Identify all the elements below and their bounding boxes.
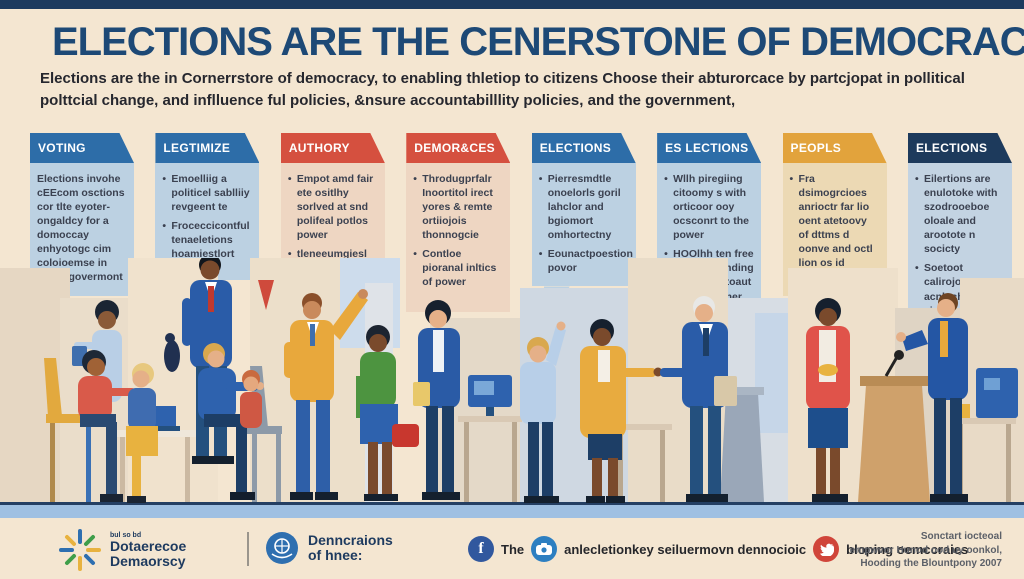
- logo-tagline: bul so bd: [110, 531, 142, 539]
- person-seated-blond-man: [198, 343, 264, 500]
- twitter-bird-icon: [813, 536, 840, 562]
- column-text: Pierresmdtle onoelorls goril lahclor and…: [539, 172, 629, 242]
- microphone-icon: [894, 350, 904, 360]
- page-subtitle: Elections are the in Cornerrstore of dem…: [40, 68, 990, 112]
- handshake-table: [612, 424, 672, 502]
- person-blue-blazer-woman: [413, 300, 460, 500]
- column-text: Wllh piregiing citoomy s with orticoor o…: [664, 172, 754, 242]
- column-text: Elections invohe cEEcom osctions cor tlt…: [37, 173, 125, 284]
- column-text: Eounactpoestion povor: [539, 247, 633, 275]
- column-text: Contloe pioranal inltics of power: [413, 247, 503, 289]
- emblem-line-2: of hnee:: [308, 547, 363, 563]
- logo-line-1: Dotaerecoe: [110, 537, 187, 554]
- credits-line-1: Sonctart iocteoal: [920, 531, 1002, 542]
- tablet: [976, 368, 1018, 418]
- person-child-redhead: [240, 370, 262, 428]
- column-header: LEGTIMIZE: [155, 133, 260, 163]
- column-elections-1: ELECTIONS Pierresmdtle onoelorls goril l…: [531, 133, 636, 397]
- social-row: f The anlecletionkey seiluermovn dennoci…: [468, 536, 968, 562]
- social-label-2: anlecletionkey seiluermovn dennocioic: [564, 541, 807, 557]
- red-briefcase: [392, 424, 419, 447]
- starburst-icon: [59, 529, 101, 571]
- person-waving-yellow-man: [284, 289, 368, 500]
- column-text: Fra dsimogrcioes anrioctr far lio oent a…: [790, 172, 880, 285]
- yellow-chair: [44, 358, 94, 502]
- red-pennant: [258, 280, 274, 310]
- emblem-line-1: Denncraions: [308, 532, 393, 549]
- column-text: Empot amd fair ete ositlhy sorlved at sn…: [288, 172, 378, 242]
- column-header: VOTING: [30, 133, 134, 163]
- column-header: PEOPLS: [782, 133, 887, 163]
- floor: [0, 502, 1024, 518]
- person-raising-hand-woman: [520, 321, 566, 503]
- logo-line-2: Demaorscy: [110, 552, 186, 569]
- column-text: Froceccicontful tenaeletions hoamiestlor…: [162, 219, 252, 261]
- person-red-jacket-woman: [806, 298, 850, 502]
- credits-line-3: Hooding the Blountpony 2007: [860, 558, 1002, 569]
- column-header: AUTHORY: [280, 133, 385, 163]
- column-header: ELECTIONS: [907, 133, 1012, 163]
- subtitle-line-1: Elections are the in Cornerrstore of dem…: [40, 70, 965, 87]
- wooden-podium: [858, 350, 932, 502]
- column-header: DEMOR&CES: [406, 133, 511, 163]
- camera-icon: [531, 536, 558, 562]
- credits-text: Sonctart iocteoal empwvor Hunod ood uy o…: [850, 530, 1002, 571]
- column-body: Pierresmdtle onoelorls goril lahclor and…: [531, 163, 636, 287]
- emblem-logo-text: Denncraions of hnee:: [308, 533, 393, 562]
- facebook-icon: f: [468, 536, 494, 562]
- laptop: [150, 406, 176, 428]
- top-accent-bar: [0, 0, 1024, 9]
- illustration-scene: [0, 258, 1024, 518]
- credits-line-2: empwvor Hunod ood uy oonkol,: [849, 544, 1002, 556]
- emblem-icon: [266, 532, 298, 564]
- column-body: Throdugprfalr Inoortitol irect yores & r…: [406, 163, 511, 312]
- column-text: Throdugprfalr Inoortitol irect yores & r…: [413, 172, 503, 242]
- person-green-sweater-woman: [356, 325, 419, 501]
- footer-divider: [247, 532, 249, 566]
- social-label-3: bloping oemccraies: [846, 541, 969, 557]
- subtitle-line-2: polttcial change, and inflluence ful pol…: [40, 91, 736, 109]
- column-text: Emoelliig a politicel sablliiy revgeent …: [162, 172, 252, 214]
- footer: bul so bd Dotaerecoe Demaorscy Denncraio…: [0, 518, 1024, 579]
- column-header: ES LECTIONS: [657, 133, 762, 163]
- person-yellow-coat-woman: [580, 319, 663, 503]
- column-demorces: DEMOR&CES Throdugprfalr Inoortitol irect…: [406, 133, 511, 397]
- democracy-logo: bul so bd Dotaerecoe Demaorscy: [58, 528, 186, 572]
- column-header: ELECTIONS: [531, 133, 636, 163]
- column-text: Eilertions are enulotoke with szodrooebo…: [915, 172, 1005, 256]
- page-title: ELECTIONS ARE THE CENERSTONE OF DEMOCRAC…: [52, 20, 1024, 64]
- democracy-logo-text: bul so bd Dotaerecoe Demaorscy: [110, 532, 186, 569]
- cup: [960, 404, 970, 418]
- mid-table: [458, 375, 522, 502]
- person-white-haired-man: [660, 296, 737, 502]
- person-podium-speaker-man: [896, 293, 968, 502]
- person-seated-blonde-woman: [126, 363, 158, 503]
- grey-podium: [720, 387, 764, 502]
- social-label-1: The: [501, 541, 525, 557]
- emblem-logo: Denncraions of hnee:: [264, 530, 393, 566]
